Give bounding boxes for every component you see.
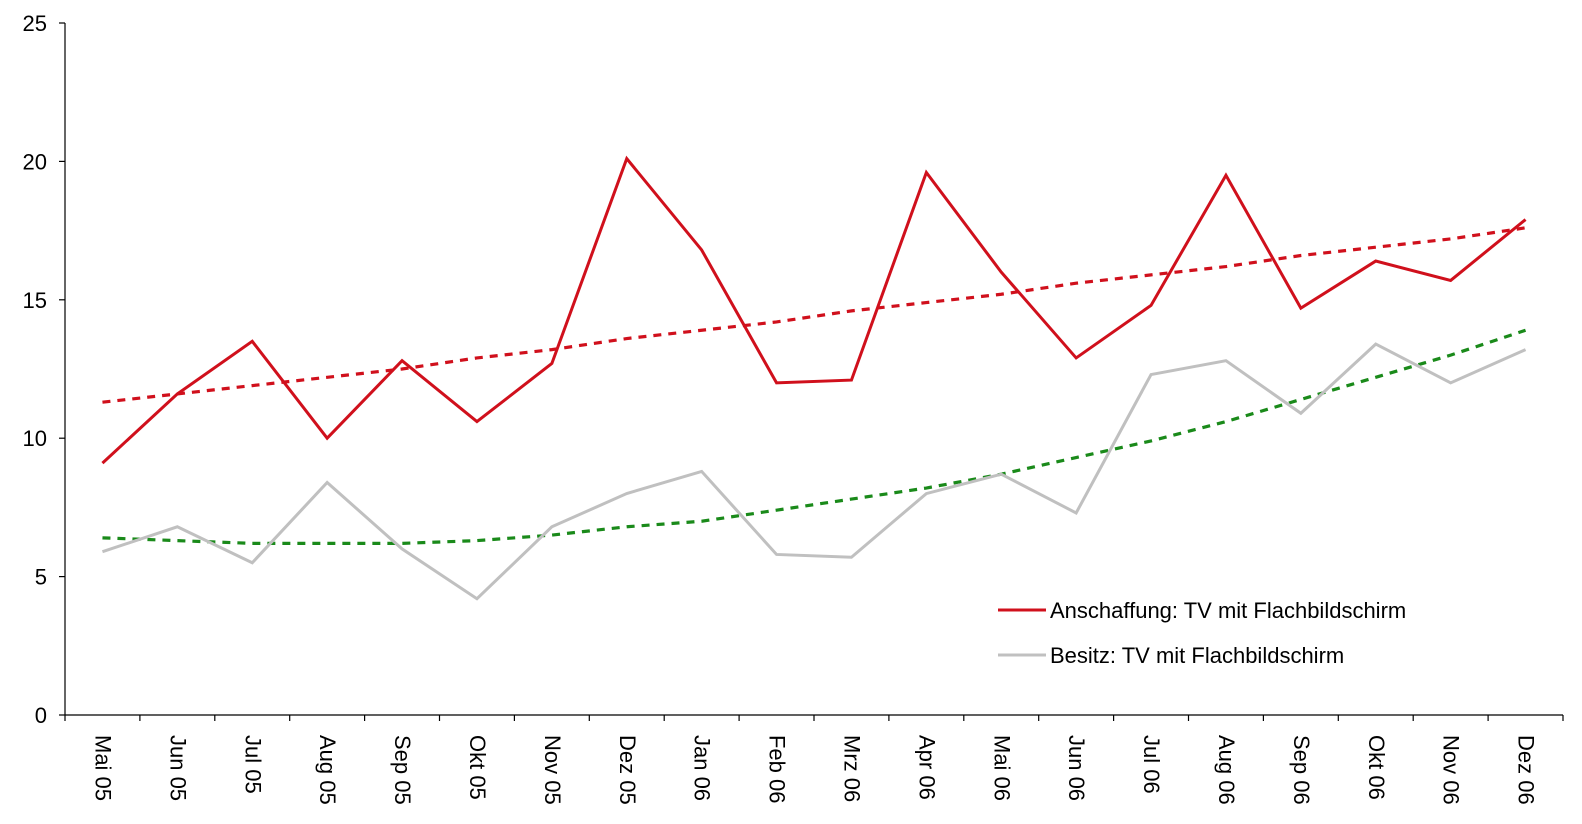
x-axis: Mai 05 Jun 05 Jul 05 Aug 05 Sep 05 Okt 05 Nov … bbox=[64, 714, 1564, 805]
x-tick-label: Okt 05 bbox=[465, 735, 490, 800]
y-tick-label: 10 bbox=[23, 426, 47, 451]
series-line bbox=[101, 342, 1527, 601]
x-tick-label: Mrz 06 bbox=[839, 735, 864, 802]
series-line bbox=[101, 155, 1527, 465]
y-tick-label: 25 bbox=[23, 11, 47, 36]
x-tick-label: Jun 05 bbox=[165, 735, 190, 801]
x-tick-label: Okt 06 bbox=[1364, 735, 1389, 800]
legend-label: Anschaffung: TV mit Flachbildschirm bbox=[1050, 598, 1406, 623]
y-tick-label: 0 bbox=[35, 703, 47, 728]
x-tick-label: Aug 05 bbox=[315, 735, 340, 805]
x-tick-label: Sep 05 bbox=[390, 735, 415, 805]
x-tick-label: Apr 06 bbox=[914, 735, 939, 800]
trendline bbox=[102, 328, 1527, 545]
x-tick-label: Sep 06 bbox=[1289, 735, 1314, 805]
x-tick-label: Mai 06 bbox=[989, 735, 1014, 801]
series-lines bbox=[101, 155, 1527, 601]
x-tick-label: Jan 06 bbox=[690, 735, 715, 801]
x-tick-label: Dez 05 bbox=[615, 735, 640, 805]
y-tick-label: 5 bbox=[35, 565, 47, 590]
y-tick-label: 15 bbox=[23, 288, 47, 313]
x-tick-label: Jul 06 bbox=[1139, 735, 1164, 794]
x-tick-label: Dez 06 bbox=[1514, 735, 1539, 805]
y-tick-label: 20 bbox=[23, 149, 47, 174]
x-tick-label: Jul 05 bbox=[240, 735, 265, 794]
legend-label: Besitz: TV mit Flachbildschirm bbox=[1050, 643, 1344, 668]
x-tick-label: Nov 06 bbox=[1439, 735, 1464, 805]
legend: Anschaffung: TV mit Flachbildschirm Besit… bbox=[998, 598, 1406, 668]
y-axis: 0 5 10 15 20 25 bbox=[23, 11, 66, 728]
trendline bbox=[102, 226, 1526, 404]
x-tick-label: Jun 06 bbox=[1064, 735, 1089, 801]
x-tick-label: Aug 06 bbox=[1214, 735, 1239, 805]
x-tick-label: Feb 06 bbox=[765, 735, 790, 804]
x-tick-label: Nov 05 bbox=[540, 735, 565, 805]
x-tick-label: Mai 05 bbox=[90, 735, 115, 801]
